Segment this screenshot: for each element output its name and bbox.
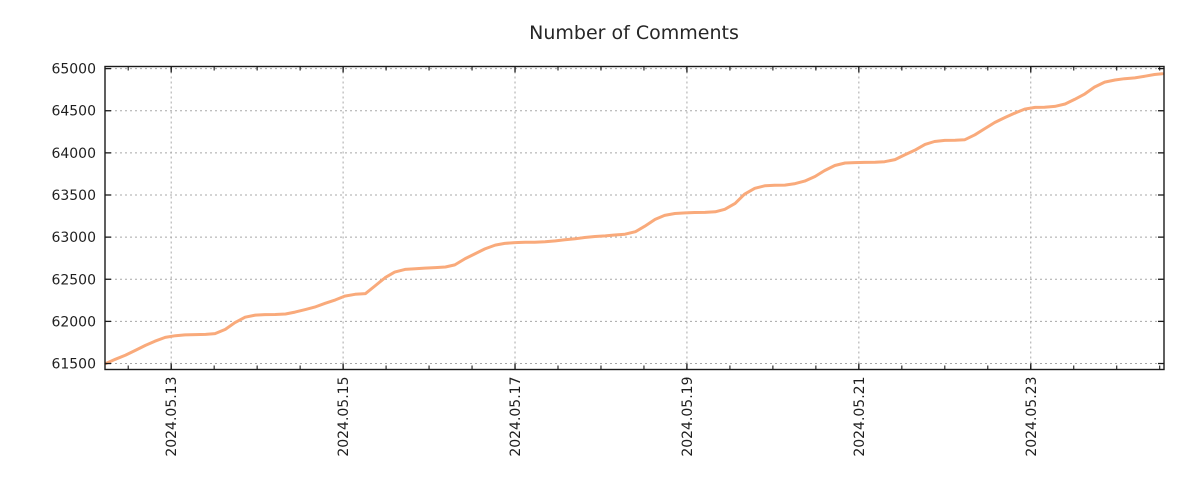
axes-layer <box>104 65 1165 371</box>
x-axis-tick-label: 2024.05.17 <box>508 377 524 457</box>
grid-layer <box>105 66 1164 370</box>
series-line-comments <box>104 72 1164 365</box>
x-axis-tick-label: 2024.05.21 <box>852 377 868 457</box>
y-axis-tick-label: 61500 <box>51 357 96 373</box>
series-layer <box>104 72 1164 365</box>
y-axis-tick-label: 63000 <box>51 230 96 246</box>
y-axis-tick-label: 64000 <box>51 146 96 162</box>
y-axis-tick-label: 63500 <box>51 188 96 204</box>
y-axis-tick-label: 62500 <box>51 272 96 288</box>
chart-title: Number of Comments <box>529 22 739 44</box>
y-axis-tick-label: 65000 <box>51 62 96 78</box>
y-axis-tick-label: 62000 <box>51 314 96 330</box>
x-axis-tick-label: 2024.05.19 <box>680 377 696 457</box>
plot-frame <box>104 65 1165 371</box>
x-axis-tick-label: 2024.05.15 <box>336 377 352 457</box>
x-axis-tick-label: 2024.05.23 <box>1024 377 1040 457</box>
labels-layer: 61500 62000 62500 63000 63500 64000 64500 65000… <box>51 62 1039 457</box>
x-axis-tick-label: 2024.05.13 <box>164 377 180 457</box>
y-axis-tick-label: 64500 <box>51 104 96 120</box>
